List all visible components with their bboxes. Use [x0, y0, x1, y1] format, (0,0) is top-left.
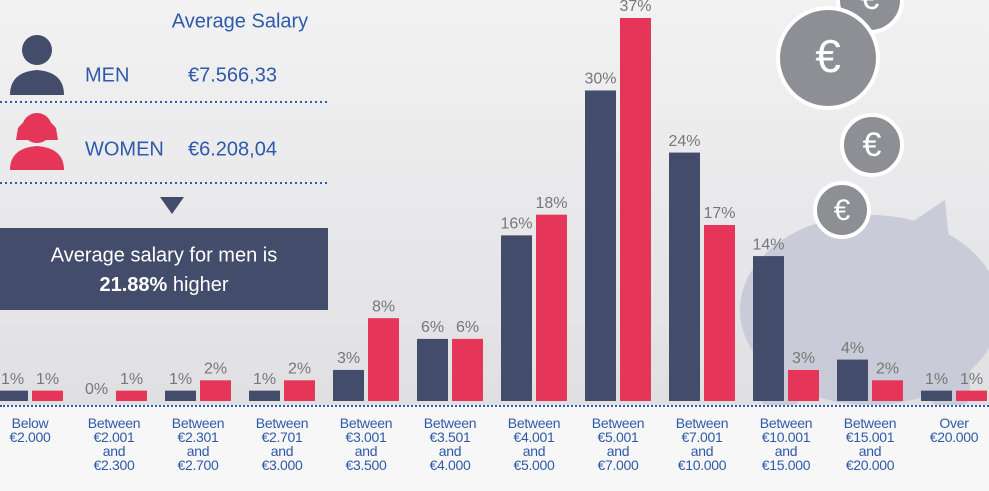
bar: [368, 318, 399, 401]
women-label: WOMEN: [85, 138, 164, 160]
note-highlight: 21.88%: [99, 274, 167, 296]
x-tick-label: Between €7.001 and €10.000: [675, 415, 729, 473]
x-tick-label: Between €5.001 and €7.000: [591, 415, 645, 473]
bar: [536, 214, 567, 401]
note-end: higher: [173, 274, 229, 296]
value-label: 3%: [792, 350, 815, 367]
value-label: 1%: [925, 371, 948, 388]
value-label: 1%: [169, 371, 192, 388]
value-label: 2%: [204, 361, 227, 378]
value-label: 3%: [337, 350, 360, 367]
bar: [921, 390, 952, 401]
value-label: 1%: [253, 371, 276, 388]
value-label: 2%: [288, 361, 311, 378]
bar: [704, 225, 735, 401]
x-tick-label: Between €2.301 and €2.700: [171, 415, 225, 473]
value-label: 16%: [500, 216, 532, 233]
bar: [620, 18, 651, 401]
value-label: 1%: [120, 371, 143, 388]
value-label: 1%: [1, 371, 24, 388]
x-tick-label: Between €2.701 and €3.000: [255, 415, 309, 473]
x-tick-label: Between €3.501 and €4.000: [423, 415, 477, 473]
value-label: 30%: [584, 71, 616, 88]
coins: € € € €: [776, 0, 904, 239]
bar: [284, 380, 315, 401]
coin-symbol: €: [863, 126, 882, 164]
bar: [753, 256, 784, 401]
x-tick-label: Over €20.000: [929, 415, 979, 445]
value-label: 2%: [876, 361, 899, 378]
note-line: 21.88% higher: [99, 274, 228, 296]
value-label: 1%: [960, 371, 983, 388]
bar: [165, 390, 196, 401]
coin-symbol: €: [815, 30, 841, 82]
bar: [585, 90, 616, 401]
arrow: [160, 197, 184, 214]
value-label: 6%: [456, 319, 479, 336]
value-label: 0%: [85, 381, 108, 398]
value-label: 1%: [36, 371, 59, 388]
bar: [333, 369, 364, 401]
bar: [956, 390, 987, 401]
value-label: 17%: [703, 205, 735, 222]
x-tick-label: Between €4.001 and €5.000: [507, 415, 561, 473]
x-tick-label: Between €2.001 and €2.300: [87, 415, 141, 473]
value-label: 24%: [668, 133, 700, 150]
bar: [452, 338, 483, 401]
x-tick-label: Below €2.000: [9, 415, 51, 445]
bar: [249, 390, 280, 401]
woman-icon: [10, 113, 64, 170]
value-label: 8%: [372, 298, 395, 315]
label-band: [0, 405, 989, 491]
coin-symbol: €: [834, 194, 851, 227]
value-label: 4%: [841, 340, 864, 357]
bar: [837, 359, 868, 401]
bar: [0, 390, 28, 401]
men-label: MEN: [85, 64, 129, 86]
value-label: 18%: [535, 195, 567, 212]
coin-symbol: €: [861, 0, 880, 17]
bar: [669, 152, 700, 401]
value-label: 37%: [619, 0, 651, 15]
women-amount: €6.208,04: [188, 138, 277, 160]
men-amount: €7.566,33: [188, 64, 277, 86]
bar: [200, 380, 231, 401]
note-box: [0, 228, 328, 310]
bar: [501, 235, 532, 401]
bar: [116, 390, 147, 401]
bar: [788, 369, 819, 401]
panel-heading: Average Salary: [172, 10, 308, 32]
x-tick-label: Between €15.001 and €20.000: [843, 415, 897, 473]
bar: [417, 338, 448, 401]
note-text: Average salary for men is: [51, 244, 277, 266]
man-icon: [10, 35, 64, 95]
bar: [32, 390, 63, 401]
x-tick-label: Between €10.001 and €15.000: [759, 415, 813, 473]
value-label: 6%: [421, 319, 444, 336]
value-label: 14%: [752, 236, 784, 253]
x-tick-label: Between €3.001 and €3.500: [339, 415, 393, 473]
bar: [872, 380, 903, 401]
